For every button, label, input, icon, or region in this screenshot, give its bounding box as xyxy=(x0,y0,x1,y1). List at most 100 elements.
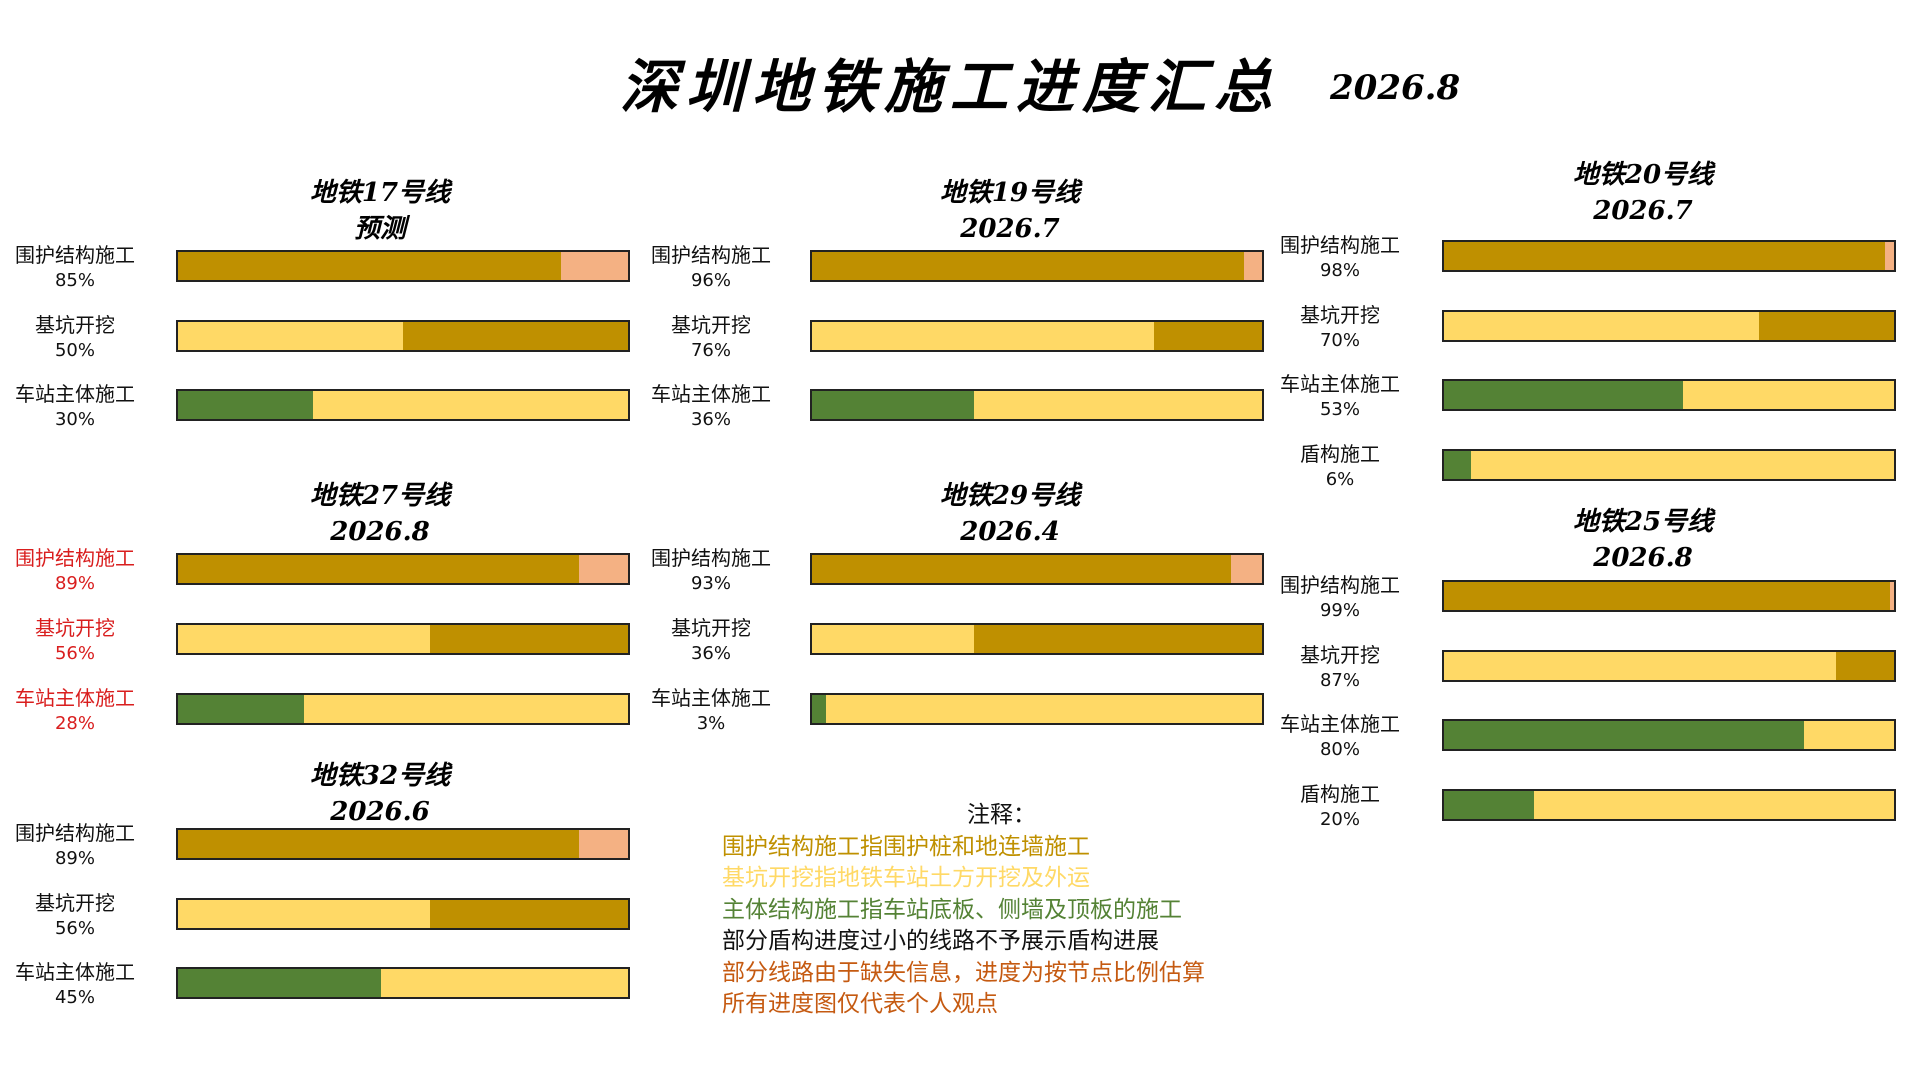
note-line: 部分线路由于缺失信息，进度为按节点比例估算 xyxy=(722,959,1205,986)
bar-remaining xyxy=(1534,791,1894,819)
row-label-text: 围护结构施工 xyxy=(1280,233,1400,257)
note-line: 所有进度图仅代表个人观点 xyxy=(722,991,998,1017)
progress-bar xyxy=(810,623,1264,655)
progress-bar xyxy=(1442,240,1896,272)
row-percent: 20% xyxy=(1319,809,1360,830)
progress-bar xyxy=(176,250,630,282)
row-label: 车站主体施工 80% xyxy=(1265,711,1415,763)
row-percent: 36% xyxy=(690,643,731,664)
row-label-text: 围护结构施工 xyxy=(15,546,135,570)
row-label-text: 基坑开挖 xyxy=(671,616,751,640)
progress-bar xyxy=(176,967,630,999)
row-label-text: 车站主体施工 xyxy=(15,960,135,984)
row-label-text: 车站主体施工 xyxy=(1280,712,1400,736)
row-percent: 28% xyxy=(54,713,95,734)
row-percent: 99% xyxy=(1319,600,1360,621)
row-percent: 3% xyxy=(696,713,726,734)
bar-done xyxy=(812,625,974,653)
panel-title-line: 地铁19号线 xyxy=(939,178,1081,208)
bar-remaining xyxy=(578,555,628,583)
progress-bar xyxy=(810,320,1264,352)
panel-subtitle: 预测 xyxy=(353,214,406,244)
row-label: 基坑开挖 56% xyxy=(0,615,150,667)
bar-done xyxy=(178,322,403,350)
row-label-text: 围护结构施工 xyxy=(651,243,771,267)
row-label: 盾构施工 20% xyxy=(1265,781,1415,833)
row-label: 车站主体施工 28% xyxy=(0,685,150,737)
panel-subtitle: 2026.8 xyxy=(1593,543,1693,573)
progress-bar xyxy=(1442,719,1896,751)
note-line: 围护结构施工指围护桩和地连墙施工 xyxy=(722,833,1090,860)
row-label-text: 围护结构施工 xyxy=(1280,573,1400,597)
progress-bar xyxy=(810,693,1264,725)
row-label: 基坑开挖 70% xyxy=(1265,302,1415,354)
row-percent: 56% xyxy=(54,918,95,939)
bar-remaining xyxy=(578,830,628,858)
panel-title: 地铁27号线 2026.8 xyxy=(220,478,540,550)
row-label-text: 基坑开挖 xyxy=(35,891,115,915)
bar-remaining xyxy=(1154,322,1262,350)
progress-bar xyxy=(176,623,630,655)
row-label: 车站主体施工 3% xyxy=(636,685,786,737)
page-title: 深圳地铁施工进度汇总 xyxy=(620,53,1281,121)
row-label: 基坑开挖 36% xyxy=(636,615,786,667)
progress-bar xyxy=(1442,650,1896,682)
bar-remaining xyxy=(403,322,628,350)
row-percent: 45% xyxy=(54,987,95,1008)
row-percent: 76% xyxy=(690,340,731,361)
progress-bar xyxy=(176,389,630,421)
row-label: 车站主体施工 45% xyxy=(0,959,150,1011)
panel-title: 地铁25号线 2026.8 xyxy=(1483,504,1803,576)
bar-remaining xyxy=(1804,721,1894,749)
bar-done xyxy=(1444,791,1534,819)
progress-bar xyxy=(1442,580,1896,612)
notes-legend: 注释： 围护结构施工指围护桩和地连墙施工 基坑开挖指地铁车站土方开挖及外运 主体… xyxy=(722,800,1282,1021)
bar-remaining xyxy=(560,252,628,280)
bar-done xyxy=(1444,312,1759,340)
bar-remaining xyxy=(430,900,628,928)
progress-bar xyxy=(1442,379,1896,411)
bar-remaining xyxy=(1230,555,1262,583)
bar-done xyxy=(1444,721,1804,749)
progress-bar xyxy=(1442,449,1896,481)
row-label-text: 车站主体施工 xyxy=(1280,372,1400,396)
bar-done xyxy=(1444,652,1836,680)
notes-heading: 注释： xyxy=(967,802,1036,828)
progress-bar xyxy=(1442,310,1896,342)
row-percent: 70% xyxy=(1319,330,1360,351)
panel-title-line: 地铁29号线 xyxy=(939,481,1081,511)
panel-title-line: 地铁27号线 xyxy=(309,481,451,511)
panel-title: 地铁20号线 2026.7 xyxy=(1483,157,1803,229)
row-label: 车站主体施工 53% xyxy=(1265,371,1415,423)
row-percent: 96% xyxy=(690,270,731,291)
row-label-text: 盾构施工 xyxy=(1300,782,1380,806)
bar-done xyxy=(178,555,579,583)
panel-subtitle: 2026.8 xyxy=(330,517,430,547)
progress-bar xyxy=(176,898,630,930)
bar-done xyxy=(178,830,579,858)
bar-done xyxy=(812,391,974,419)
row-label-text: 车站主体施工 xyxy=(15,686,135,710)
bar-done xyxy=(1444,381,1683,409)
row-label: 基坑开挖 56% xyxy=(0,890,150,942)
row-percent: 85% xyxy=(54,270,95,291)
row-label: 基坑开挖 87% xyxy=(1265,642,1415,694)
row-percent: 56% xyxy=(54,643,95,664)
row-label-text: 围护结构施工 xyxy=(15,821,135,845)
row-label: 围护结构施工 89% xyxy=(0,545,150,597)
row-label: 围护结构施工 96% xyxy=(636,242,786,294)
panel-title: 地铁17号线 预测 xyxy=(220,175,540,247)
progress-bar xyxy=(810,250,1264,282)
row-percent: 80% xyxy=(1319,739,1360,760)
row-label-text: 车站主体施工 xyxy=(651,382,771,406)
progress-bar xyxy=(810,389,1264,421)
bar-done xyxy=(178,969,381,997)
panel-title-line: 地铁25号线 xyxy=(1572,507,1714,537)
panel-subtitle: 2026.7 xyxy=(960,214,1060,244)
panel-title-line: 地铁32号线 xyxy=(309,761,451,791)
row-label-text: 基坑开挖 xyxy=(35,313,115,337)
panel-title-line: 地铁20号线 xyxy=(1572,160,1714,190)
row-label-text: 围护结构施工 xyxy=(651,546,771,570)
panel-title-line: 地铁17号线 xyxy=(309,178,451,208)
bar-done xyxy=(812,322,1154,350)
